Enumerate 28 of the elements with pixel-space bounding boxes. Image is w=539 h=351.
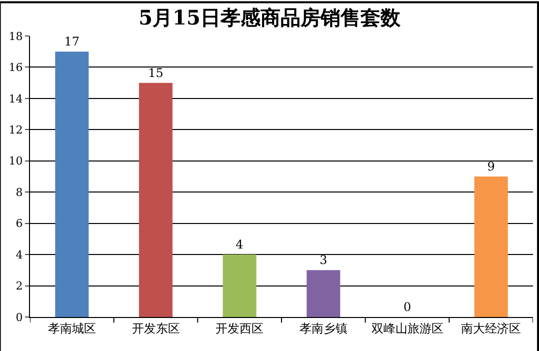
y-tick-label: 18 [8, 30, 23, 43]
bar [222, 254, 256, 317]
chart-title: 5月15日孝感商品房销售套数 [138, 6, 402, 30]
y-tick-label: 6 [16, 217, 23, 230]
y-tick-label: 0 [16, 310, 23, 324]
bar [306, 270, 340, 317]
bar [138, 82, 173, 317]
x-tick-label: 南大经济区 [461, 321, 522, 336]
y-tick-label: 16 [8, 61, 23, 74]
x-tick-label: 双峰山旅游区 [371, 321, 444, 336]
bar [474, 176, 508, 317]
y-tick-label: 14 [8, 92, 23, 106]
data-label: 9 [487, 160, 495, 174]
x-tick-label: 孝南乡镇 [299, 321, 348, 336]
data-label: 4 [236, 238, 244, 252]
y-tick-label: 10 [8, 154, 23, 168]
data-label: 15 [148, 66, 164, 80]
data-label: 17 [64, 34, 80, 49]
y-tick-label: 8 [16, 186, 23, 199]
x-tick-label: 开发东区 [132, 321, 180, 336]
x-tick-label: 开发西区 [216, 321, 264, 336]
x-tick-label: 孝南城区 [48, 321, 96, 336]
y-tick-label: 12 [8, 124, 23, 137]
y-tick-label: 2 [16, 280, 23, 293]
bar [55, 52, 89, 317]
y-tick-label: 4 [16, 248, 23, 262]
data-label: 0 [403, 300, 412, 314]
data-label: 3 [320, 253, 328, 268]
